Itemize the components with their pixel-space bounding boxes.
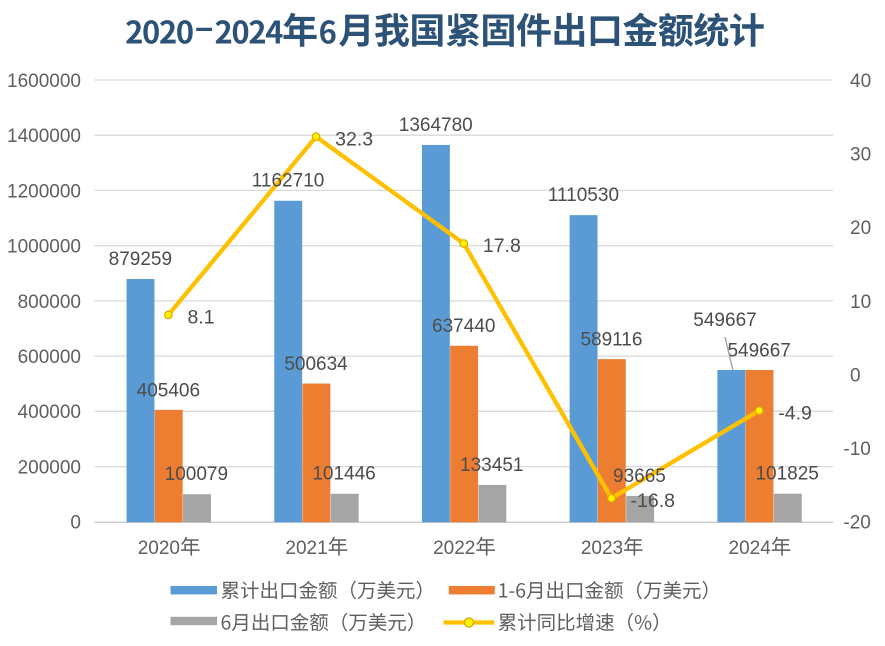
svg-text:40: 40	[850, 71, 871, 92]
svg-text:1600000: 1600000	[7, 71, 81, 92]
svg-text:133451: 133451	[460, 455, 523, 476]
svg-text:2023: 2023	[581, 538, 623, 559]
svg-text:101446: 101446	[312, 464, 375, 485]
svg-text:500634: 500634	[284, 354, 348, 375]
svg-text:0: 0	[850, 365, 861, 386]
svg-text:400000: 400000	[18, 402, 81, 423]
svg-text:800000: 800000	[18, 292, 81, 313]
svg-text:2021: 2021	[285, 538, 327, 559]
svg-text:1400000: 1400000	[7, 126, 81, 147]
svg-text:1200000: 1200000	[7, 181, 81, 202]
svg-text:879259: 879259	[109, 249, 172, 270]
svg-text:2024: 2024	[729, 538, 772, 559]
svg-text:30: 30	[850, 145, 871, 166]
svg-text:93665: 93665	[613, 466, 666, 487]
svg-text:1162710: 1162710	[252, 171, 325, 192]
svg-text:32.3: 32.3	[335, 128, 373, 150]
svg-text:637440: 637440	[432, 316, 495, 337]
svg-text:589116: 589116	[580, 330, 642, 351]
svg-text:405406: 405406	[137, 380, 200, 401]
svg-text:8.1: 8.1	[187, 307, 214, 329]
svg-text:600000: 600000	[18, 347, 81, 368]
svg-text:1364780: 1364780	[399, 115, 473, 136]
svg-text:100079: 100079	[165, 464, 228, 485]
svg-text:2020: 2020	[138, 538, 180, 559]
svg-text:0: 0	[70, 513, 81, 534]
svg-text:200000: 200000	[18, 458, 81, 479]
svg-text:17.8: 17.8	[483, 235, 521, 257]
svg-text:1000000: 1000000	[7, 237, 81, 258]
svg-text:-10: -10	[843, 439, 870, 460]
svg-text:10: 10	[850, 292, 871, 313]
svg-text:20: 20	[850, 218, 871, 239]
svg-text:-4.9: -4.9	[778, 402, 812, 424]
svg-text:2022: 2022	[433, 538, 475, 559]
svg-text:-16.8: -16.8	[631, 490, 675, 512]
svg-text:549667: 549667	[693, 310, 756, 331]
svg-text:1110530: 1110530	[548, 185, 619, 206]
svg-text:101825: 101825	[755, 464, 818, 485]
svg-text:-20: -20	[843, 513, 870, 534]
svg-text:549667: 549667	[727, 340, 790, 361]
